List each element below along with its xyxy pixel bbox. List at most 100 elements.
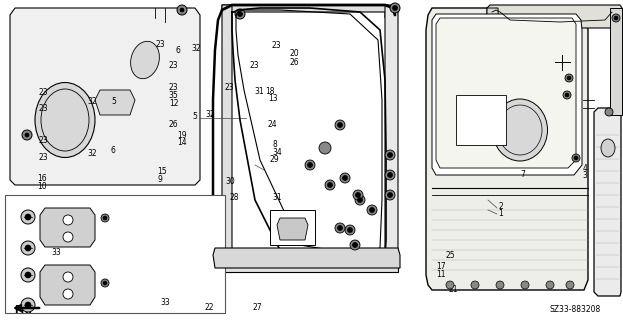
Circle shape [25, 245, 31, 251]
Text: 5: 5 [111, 97, 116, 106]
Circle shape [471, 281, 479, 289]
Circle shape [319, 142, 331, 154]
Text: 1: 1 [498, 209, 503, 218]
Circle shape [567, 76, 571, 80]
Text: 30: 30 [226, 177, 235, 186]
Ellipse shape [493, 99, 548, 161]
Ellipse shape [35, 83, 95, 157]
Circle shape [308, 163, 313, 167]
Circle shape [63, 289, 73, 299]
Circle shape [63, 215, 73, 225]
Circle shape [103, 281, 107, 285]
Circle shape [25, 302, 31, 308]
Circle shape [355, 195, 365, 205]
Circle shape [21, 241, 35, 255]
Circle shape [340, 173, 350, 183]
Circle shape [356, 193, 361, 197]
Text: 19: 19 [178, 131, 187, 140]
Text: 20: 20 [289, 49, 298, 58]
Circle shape [574, 156, 578, 160]
Polygon shape [610, 8, 622, 115]
Bar [5, 195, 225, 313]
Text: 16: 16 [37, 174, 47, 183]
Circle shape [566, 281, 574, 289]
Circle shape [385, 150, 395, 160]
Circle shape [177, 5, 187, 15]
Circle shape [338, 123, 343, 127]
Circle shape [305, 160, 315, 170]
Text: 17: 17 [436, 262, 445, 271]
Circle shape [237, 12, 242, 17]
Text: 7: 7 [520, 170, 525, 179]
Circle shape [21, 210, 35, 224]
Text: 2: 2 [498, 202, 503, 211]
Text: 25: 25 [445, 252, 455, 260]
Circle shape [350, 240, 360, 250]
Circle shape [21, 298, 35, 312]
Text: 8: 8 [272, 140, 277, 149]
Circle shape [565, 74, 573, 82]
Circle shape [388, 153, 392, 157]
Text: 32: 32 [191, 44, 201, 53]
Circle shape [388, 193, 392, 197]
Circle shape [385, 170, 395, 180]
Circle shape [63, 232, 73, 242]
Circle shape [325, 180, 335, 190]
Text: 22: 22 [204, 303, 214, 312]
Text: 18: 18 [265, 87, 274, 96]
Circle shape [546, 281, 554, 289]
Text: 23: 23 [39, 104, 48, 113]
Text: 6: 6 [175, 46, 180, 55]
Circle shape [496, 281, 504, 289]
Polygon shape [10, 8, 200, 185]
Polygon shape [222, 260, 398, 272]
Text: 32: 32 [206, 110, 215, 119]
Text: 33: 33 [51, 248, 61, 257]
Text: 34: 34 [272, 148, 282, 157]
Circle shape [612, 14, 620, 22]
Polygon shape [594, 108, 621, 296]
Ellipse shape [131, 41, 159, 79]
Text: 23: 23 [271, 41, 280, 50]
Circle shape [358, 197, 363, 203]
Circle shape [103, 216, 107, 220]
Circle shape [235, 9, 245, 19]
Text: 27: 27 [252, 303, 262, 312]
Text: 26: 26 [169, 120, 178, 129]
Text: FR.: FR. [14, 305, 32, 315]
Ellipse shape [601, 139, 615, 157]
Circle shape [328, 182, 333, 188]
Polygon shape [436, 18, 576, 168]
Text: 33: 33 [161, 298, 171, 307]
Circle shape [565, 93, 569, 97]
Circle shape [390, 3, 400, 13]
Circle shape [22, 130, 32, 140]
Bar [456, 95, 506, 145]
Text: 23: 23 [224, 83, 234, 92]
Polygon shape [40, 208, 95, 247]
Text: 11: 11 [436, 270, 445, 279]
Circle shape [521, 281, 529, 289]
Circle shape [369, 207, 374, 212]
Text: 23: 23 [249, 61, 259, 70]
Text: 4: 4 [583, 164, 587, 172]
Text: 12: 12 [169, 99, 178, 108]
Text: 31: 31 [254, 87, 264, 96]
Circle shape [25, 214, 31, 220]
Text: SZ33-883208: SZ33-883208 [550, 306, 601, 315]
Circle shape [605, 108, 613, 116]
Text: 14: 14 [178, 138, 187, 147]
Text: 13: 13 [268, 94, 277, 103]
Circle shape [180, 8, 184, 12]
Circle shape [353, 190, 363, 200]
Text: 32: 32 [88, 149, 97, 158]
Polygon shape [222, 5, 232, 268]
Text: 23: 23 [39, 136, 48, 145]
Text: 32: 32 [88, 97, 97, 106]
Circle shape [25, 133, 29, 137]
Text: 23: 23 [39, 88, 48, 97]
Circle shape [353, 243, 358, 247]
Polygon shape [487, 8, 500, 108]
Text: 23: 23 [39, 153, 48, 162]
Text: 28: 28 [229, 193, 239, 202]
